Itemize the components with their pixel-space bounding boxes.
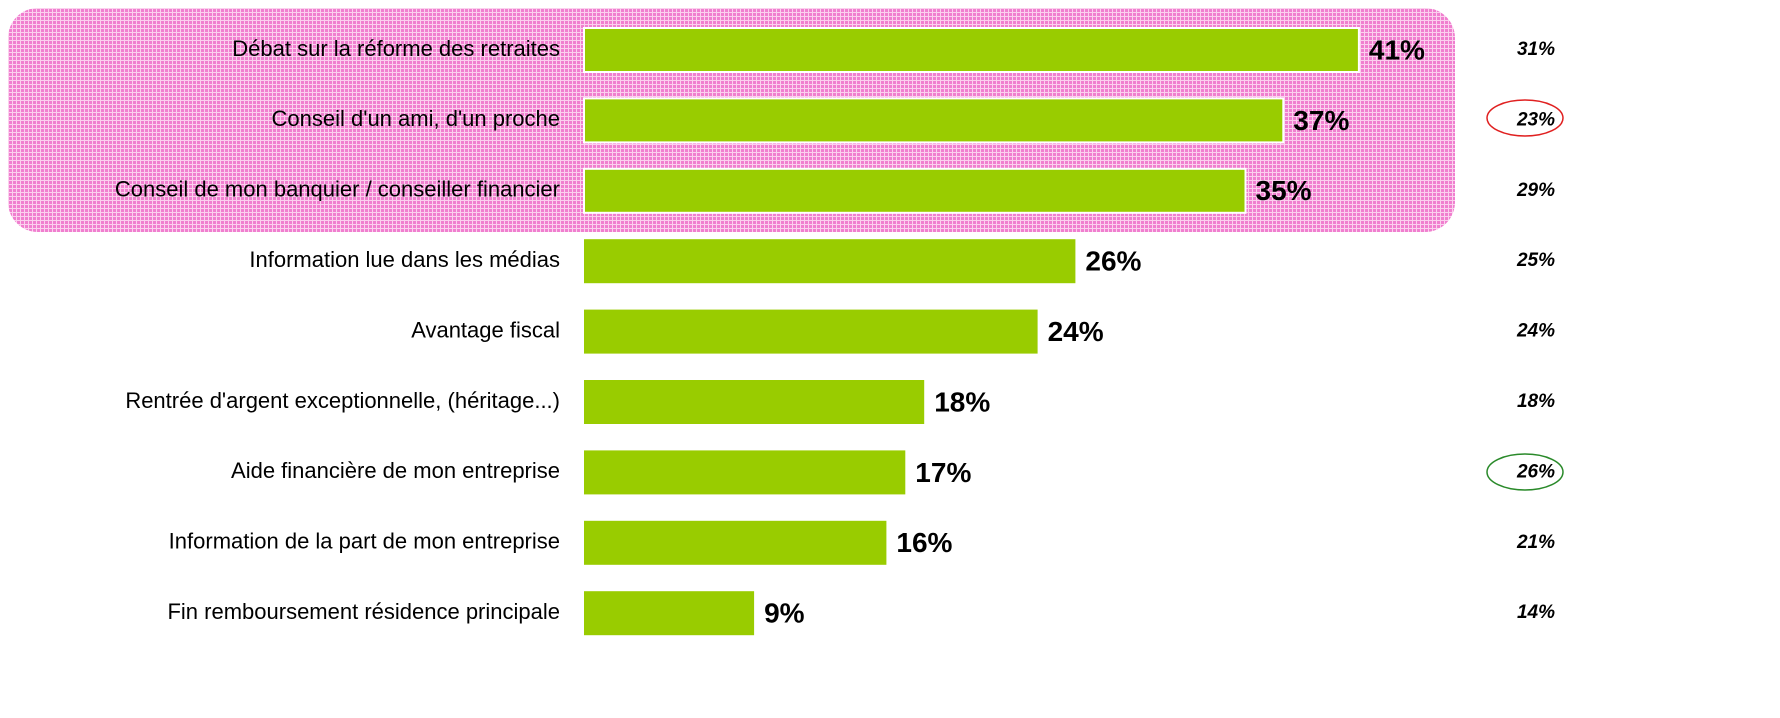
category-label: Information de la part de mon entreprise	[169, 529, 560, 554]
red-circle	[1486, 99, 1564, 137]
category-label: Débat sur la réforme des retraites	[232, 36, 560, 61]
value-label: 17%	[915, 457, 971, 488]
comparison-label: 18%	[1517, 391, 1555, 412]
comparison-label: 29%	[1516, 180, 1555, 201]
comparison-label: 21%	[1516, 532, 1555, 553]
comparison-label: 25%	[1516, 250, 1555, 271]
value-label: 9%	[764, 598, 805, 629]
bar	[583, 97, 1285, 144]
category-label: Avantage fiscal	[411, 317, 560, 342]
category-label: Fin remboursement résidence principale	[167, 599, 560, 624]
value-label: 26%	[1085, 246, 1141, 277]
bar	[584, 380, 925, 424]
value-label: 37%	[1293, 105, 1349, 136]
value-label: 18%	[934, 386, 990, 417]
comparison-label: 24%	[1516, 321, 1555, 342]
value-label: 35%	[1256, 175, 1312, 206]
bar	[584, 591, 755, 636]
comparison-label: 26%	[1516, 461, 1555, 482]
value-label: 41%	[1369, 34, 1425, 65]
category-label: Rentrée d'argent exceptionnelle, (hérita…	[125, 388, 560, 413]
comparison-label: 23%	[1516, 109, 1555, 130]
category-label: Information lue dans les médias	[249, 247, 560, 272]
category-label: Aide financière de mon entreprise	[231, 458, 560, 483]
value-label: 24%	[1048, 316, 1104, 347]
bar	[584, 309, 1038, 354]
comparison-label: 14%	[1517, 602, 1555, 623]
bar	[584, 520, 887, 565]
value-label: 16%	[896, 527, 952, 558]
bar	[584, 450, 906, 495]
comparison-label: 31%	[1517, 39, 1555, 60]
green-circle	[1486, 453, 1564, 491]
category-label: Conseil de mon banquier / conseiller fin…	[115, 177, 560, 202]
bar	[583, 167, 1247, 214]
bar	[584, 239, 1076, 284]
bar	[583, 27, 1360, 73]
category-label: Conseil d'un ami, d'un proche	[272, 106, 560, 131]
